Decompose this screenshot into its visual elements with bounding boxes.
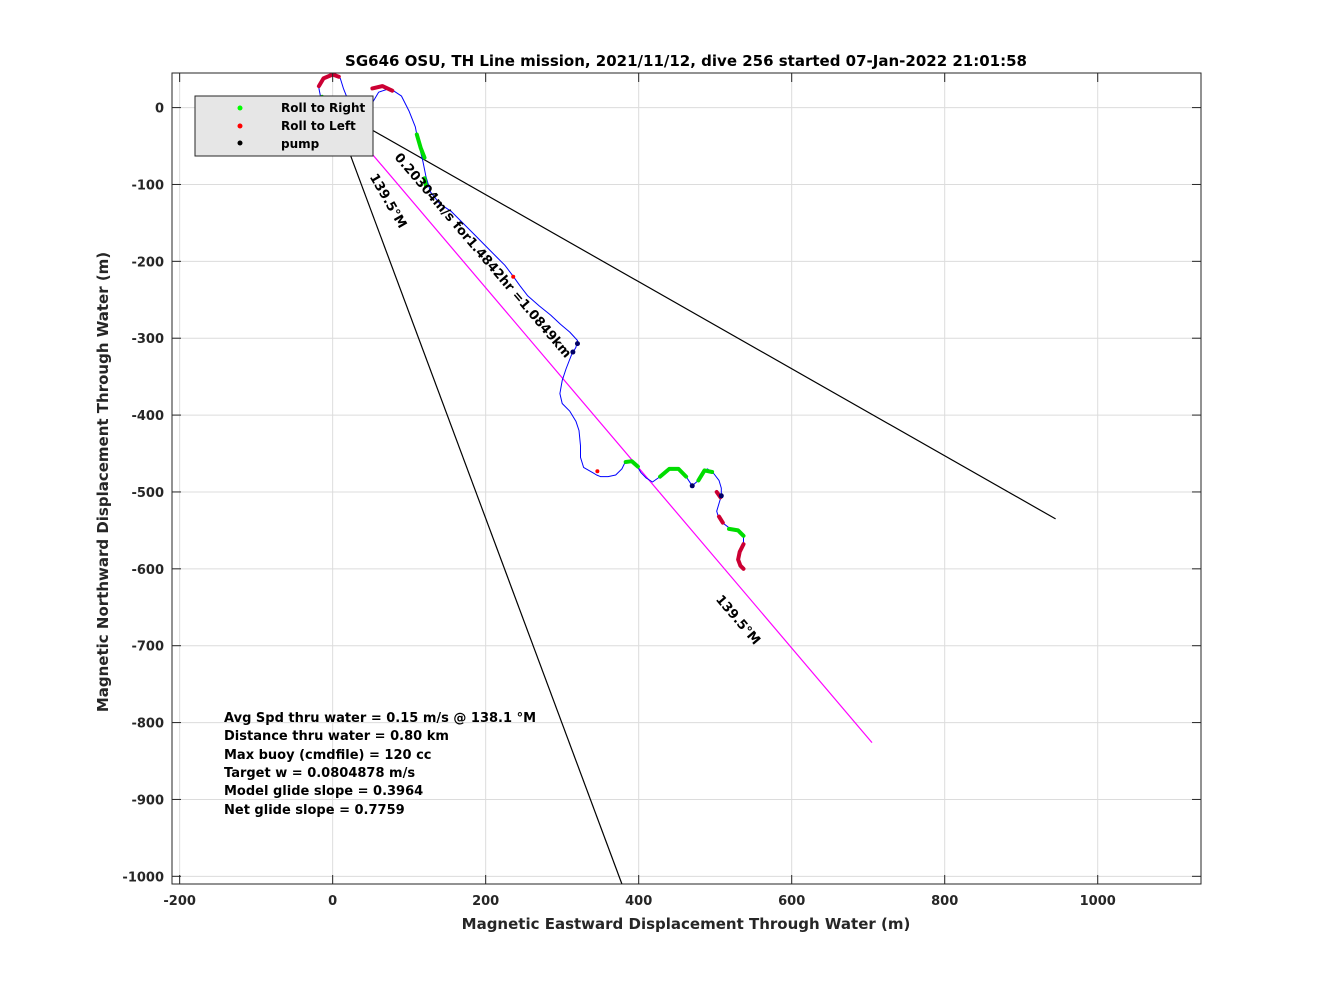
x-axis-label: Magnetic Eastward Displacement Through W… xyxy=(462,915,911,933)
y-tick-label: -500 xyxy=(131,486,164,501)
x-tick-label: 600 xyxy=(778,894,805,909)
y-tick-label: -300 xyxy=(131,332,164,347)
stat-model-glide-slope: Model glide slope = 0.3964 xyxy=(224,784,423,799)
roll-left-segment xyxy=(736,542,746,571)
glider-track xyxy=(318,74,744,570)
roll-right-segment xyxy=(623,459,640,469)
y-tick-label: -800 xyxy=(131,717,164,732)
pump-point xyxy=(574,341,580,347)
x-tick-label: 200 xyxy=(472,894,499,909)
y-tick-label: -900 xyxy=(131,793,164,808)
legend-label-roll-right: Roll to Right xyxy=(281,101,366,115)
roll-left-segment xyxy=(717,514,725,525)
chart-title: SG646 OSU, TH Line mission, 2021/11/12, … xyxy=(345,52,1027,70)
y-tick-label: -400 xyxy=(131,409,164,424)
heading-line xyxy=(332,107,873,743)
legend-marker-roll-left xyxy=(237,123,243,129)
stat-distance: Distance thru water = 0.80 km xyxy=(224,729,449,744)
ticks: -200 0 200 400 600 800 1000-1000-900-800-700-6… xyxy=(122,73,1201,909)
stat-avg-speed: Avg Spd thru water = 0.15 m/s @ 138.1 °M xyxy=(224,711,536,726)
legend-label-roll-left: Roll to Left xyxy=(281,119,356,133)
legend-marker-pump xyxy=(237,140,243,146)
roll-right-segment xyxy=(414,132,427,160)
y-tick-label: -700 xyxy=(131,640,164,655)
line-b-line xyxy=(332,107,623,885)
y-tick-label: 0 xyxy=(155,102,164,117)
roll-right-segment xyxy=(422,176,428,188)
y-tick-label: -600 xyxy=(131,563,164,578)
y-tick-label: -1000 xyxy=(122,870,164,885)
legend-label-pump: pump xyxy=(281,137,320,151)
legend: Roll to Right Roll to Left pump xyxy=(194,95,374,157)
roll-right-segment xyxy=(696,468,715,483)
legend-marker-roll-right xyxy=(237,105,243,111)
x-tick-label: 800 xyxy=(931,894,958,909)
stat-net-glide-slope: Net glide slope = 0.7759 xyxy=(224,803,405,818)
roll-left-point xyxy=(511,274,516,279)
x-tick-label: 400 xyxy=(625,894,652,909)
y-axis-label: Magnetic Northward Displacement Through … xyxy=(94,252,112,712)
stat-target-w: Target w = 0.0804878 m/s xyxy=(224,766,415,781)
pump-point xyxy=(718,493,724,499)
y-tick-label: -200 xyxy=(131,255,164,270)
plot-area: -200 0 200 400 600 800 1000-1000-900-800-700-6… xyxy=(122,72,1202,909)
pump-point xyxy=(689,483,695,489)
pump-point xyxy=(570,349,576,355)
line-a-line xyxy=(332,107,1056,520)
roll-left-point xyxy=(595,469,600,474)
axes-box xyxy=(171,72,1202,885)
roll-right-segment xyxy=(727,526,746,538)
stats-block: Avg Spd thru water = 0.15 m/s @ 138.1 °M… xyxy=(224,711,536,818)
roll-left-segment xyxy=(316,72,341,89)
y-tick-label: -100 xyxy=(131,178,164,193)
roll-left-segment xyxy=(370,84,395,93)
roll-right-segment xyxy=(658,466,689,479)
x-tick-label: 1000 xyxy=(1080,894,1116,909)
x-tick-label: 0 xyxy=(328,894,337,909)
stat-max-buoy: Max buoy (cmdfile) = 120 cc xyxy=(224,748,431,763)
legend-box xyxy=(194,95,374,157)
grid xyxy=(172,73,1201,884)
x-tick-label: -200 xyxy=(163,894,196,909)
